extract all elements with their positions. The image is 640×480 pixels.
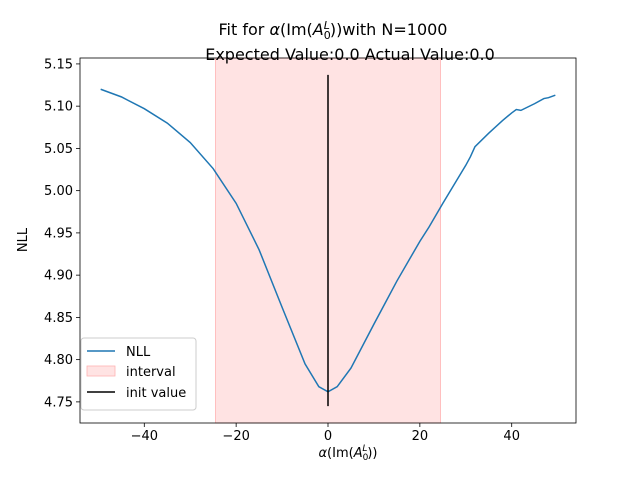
chart-title-line2: Expected Value:0.0 Actual Value:0.0 bbox=[205, 45, 495, 64]
legend-nll-label: NLL bbox=[126, 345, 151, 360]
legend-interval-swatch bbox=[86, 365, 116, 377]
y-tick-label: 4.95 bbox=[44, 226, 73, 241]
chart-title-line1: Fit for α(Im(A0L))with N=1000 bbox=[219, 19, 448, 42]
x-axis-ticks: −40 −20 0 20 40 bbox=[131, 423, 520, 444]
y-tick-label: 5.05 bbox=[44, 142, 73, 157]
x-tick-label: 20 bbox=[412, 429, 429, 444]
y-tick-label: 5.10 bbox=[44, 100, 73, 115]
x-axis-label: α(Im(A0L)) bbox=[318, 444, 377, 463]
legend-init-label: init value bbox=[126, 386, 186, 401]
y-tick-label: 4.80 bbox=[44, 353, 73, 368]
y-tick-label: 4.75 bbox=[44, 395, 73, 410]
y-axis-label: NLL bbox=[16, 227, 31, 252]
x-tick-label: 0 bbox=[324, 429, 332, 444]
nll-series-line bbox=[100, 88, 556, 393]
x-tick-label: 40 bbox=[503, 429, 520, 444]
y-tick-label: 4.85 bbox=[44, 311, 73, 326]
legend-interval-label: interval bbox=[126, 365, 176, 380]
y-tick-label: 4.90 bbox=[44, 269, 73, 284]
y-axis-ticks: 4.75 4.80 4.85 4.90 4.95 5.00 5.05 5.10 5.15 bbox=[44, 57, 80, 410]
legend: NLL interval init value bbox=[80, 337, 197, 411]
x-tick-label: −20 bbox=[222, 429, 249, 444]
x-tick-label: −40 bbox=[131, 429, 158, 444]
y-tick-label: 5.00 bbox=[44, 184, 73, 199]
y-tick-label: 5.15 bbox=[44, 57, 73, 72]
